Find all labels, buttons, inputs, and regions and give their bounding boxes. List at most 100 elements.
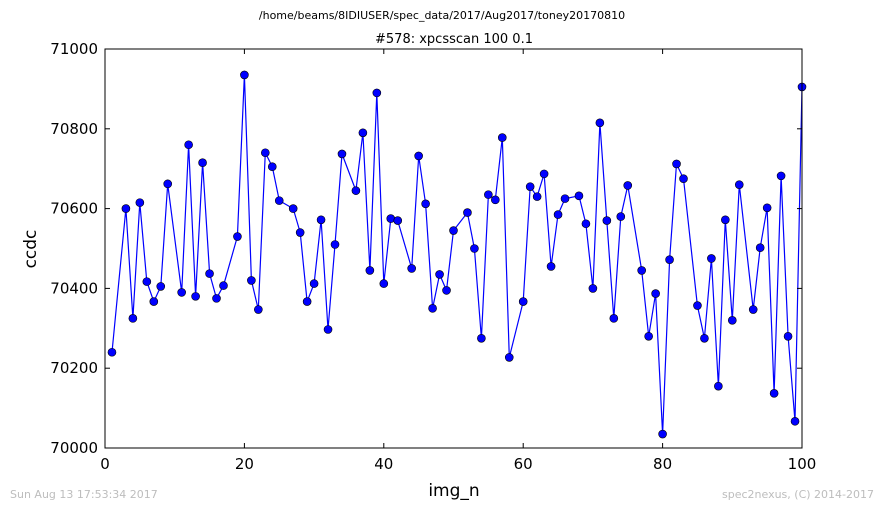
y-tick-label: 70600 <box>50 200 98 218</box>
y-axis-label: ccdc <box>21 230 41 269</box>
data-point <box>142 277 152 286</box>
y-tick-label: 70200 <box>50 359 98 377</box>
data-point <box>379 279 389 288</box>
data-point <box>205 269 214 278</box>
data-point <box>616 212 626 221</box>
x-tick-label: 100 <box>788 455 817 473</box>
y-tick-label: 71000 <box>50 40 98 58</box>
footer-credit: spec2nexus, (C) 2014-2017 <box>722 488 874 501</box>
data-point <box>435 270 444 279</box>
data-point <box>546 262 556 271</box>
data-point <box>518 297 528 306</box>
data-point <box>149 297 159 306</box>
data-point <box>233 232 242 241</box>
data-point <box>672 159 681 169</box>
data-point <box>107 347 117 357</box>
data-point <box>254 305 263 314</box>
data-point <box>783 331 793 341</box>
data-point <box>637 266 646 275</box>
data-point <box>693 301 702 310</box>
data-point <box>358 128 368 138</box>
data-point <box>135 198 145 207</box>
y-tick-label: 70000 <box>50 439 98 457</box>
x-tick-label: 40 <box>374 455 393 473</box>
data-point <box>776 171 786 181</box>
data-point <box>421 199 430 209</box>
data-point <box>539 169 549 179</box>
data-point <box>714 381 723 391</box>
data-point <box>790 416 800 426</box>
data-point <box>609 314 619 323</box>
data-point <box>323 325 333 334</box>
data-point <box>463 208 472 217</box>
data-point <box>477 333 486 343</box>
data-point <box>734 180 744 189</box>
x-tick-label: 80 <box>653 455 672 473</box>
data-point <box>428 304 437 313</box>
data-point <box>316 215 326 225</box>
x-axis-label: img_n <box>428 481 479 501</box>
series-layer <box>107 70 807 439</box>
data-point <box>407 264 416 273</box>
data-point <box>295 228 305 237</box>
data-point <box>212 294 221 303</box>
data-point <box>525 182 535 191</box>
data-point <box>553 210 563 219</box>
x-tick-label: 60 <box>514 455 533 473</box>
chart-title: #578: xpcsscan 100 0.1 <box>375 32 533 47</box>
data-point <box>442 286 451 295</box>
x-tick-label: 20 <box>235 455 254 473</box>
data-point <box>365 266 375 275</box>
data-point <box>240 70 249 80</box>
series-line <box>111 74 803 435</box>
data-point <box>762 203 772 213</box>
data-point <box>274 196 284 205</box>
y-tick-label: 70800 <box>50 120 98 138</box>
data-point <box>651 289 660 298</box>
data-point <box>588 284 598 293</box>
data-point <box>121 204 131 213</box>
y-tick-label: 70400 <box>50 279 98 297</box>
data-point <box>504 353 514 362</box>
data-point <box>700 333 709 343</box>
plot-frame <box>104 48 803 449</box>
data-point <box>574 191 584 201</box>
file-path-title: /home/beams/8IDIUSER/spec_data/2017/Aug2… <box>259 9 625 22</box>
ticks-layer: 0 20 40 60 80 100 70000 70200 70400 70600 70800 710… <box>50 40 816 473</box>
data-point <box>302 297 312 306</box>
data-point <box>177 288 186 297</box>
data-point <box>330 240 340 249</box>
data-point <box>288 204 298 213</box>
data-point <box>163 179 173 189</box>
data-point <box>727 316 737 325</box>
data-point <box>128 314 138 323</box>
data-point <box>484 190 493 199</box>
data-point <box>665 255 674 264</box>
data-point <box>679 174 688 183</box>
data-point <box>309 279 319 288</box>
data-point <box>191 292 200 301</box>
data-point <box>267 162 277 172</box>
data-point <box>372 88 382 98</box>
data-point <box>247 276 256 285</box>
footer-timestamp: Sun Aug 13 17:53:34 2017 <box>10 488 158 501</box>
data-point <box>491 195 500 205</box>
data-point <box>156 282 166 291</box>
data-point <box>393 216 403 225</box>
data-point <box>198 158 207 168</box>
data-point <box>748 305 758 314</box>
data-point <box>414 151 423 161</box>
data-point <box>602 216 612 225</box>
data-point <box>560 194 570 203</box>
data-point <box>755 243 765 253</box>
data-point <box>337 149 347 159</box>
data-point <box>595 118 605 128</box>
data-point <box>769 389 779 398</box>
data-point <box>470 244 479 253</box>
data-point <box>351 186 361 195</box>
data-point <box>219 281 228 290</box>
data-point <box>497 133 507 142</box>
data-point <box>449 226 458 235</box>
data-point <box>623 181 633 190</box>
